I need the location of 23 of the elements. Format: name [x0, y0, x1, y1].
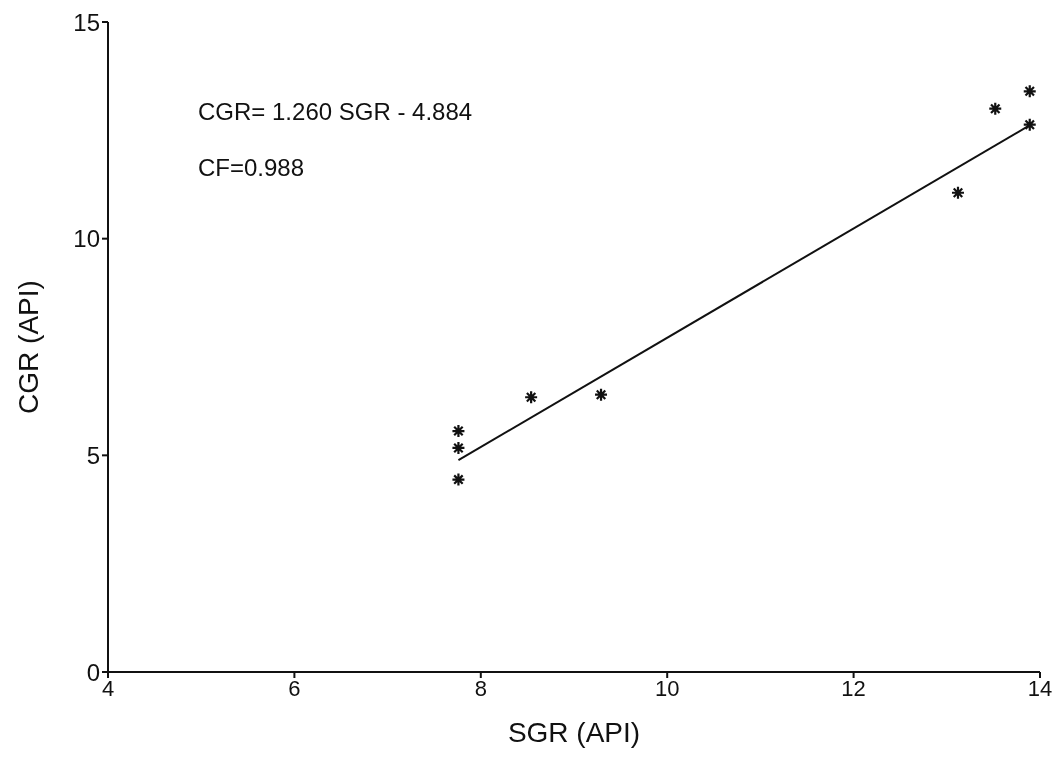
y-tick-label: 5 — [86, 441, 100, 469]
point — [451, 472, 466, 487]
point — [524, 390, 539, 405]
point — [451, 440, 466, 456]
point — [593, 387, 609, 402]
x-axis-title: SGR (API) — [507, 717, 641, 748]
x-tick-label: 10 — [654, 675, 680, 701]
x-tick-label: 14 — [1027, 675, 1053, 701]
point — [950, 185, 966, 200]
point — [451, 423, 466, 439]
point — [1022, 117, 1037, 132]
annotation: CF=0.988 — [198, 154, 305, 181]
y-tick-label: 10 — [73, 225, 100, 253]
x-tick-label: 6 — [288, 675, 301, 701]
x-tick-label: 12 — [841, 675, 866, 701]
point — [988, 101, 1003, 116]
x-tick-label: 4 — [101, 675, 115, 701]
annotation: CGR= 1.260 SGR - 4.884 — [198, 98, 473, 125]
x-tick-label: 8 — [474, 675, 487, 701]
y-tick-label: 0 — [86, 658, 100, 686]
y-axis-title: CGR (API) — [12, 280, 44, 414]
point — [1022, 84, 1037, 99]
y-tick-label: 15 — [73, 8, 100, 36]
